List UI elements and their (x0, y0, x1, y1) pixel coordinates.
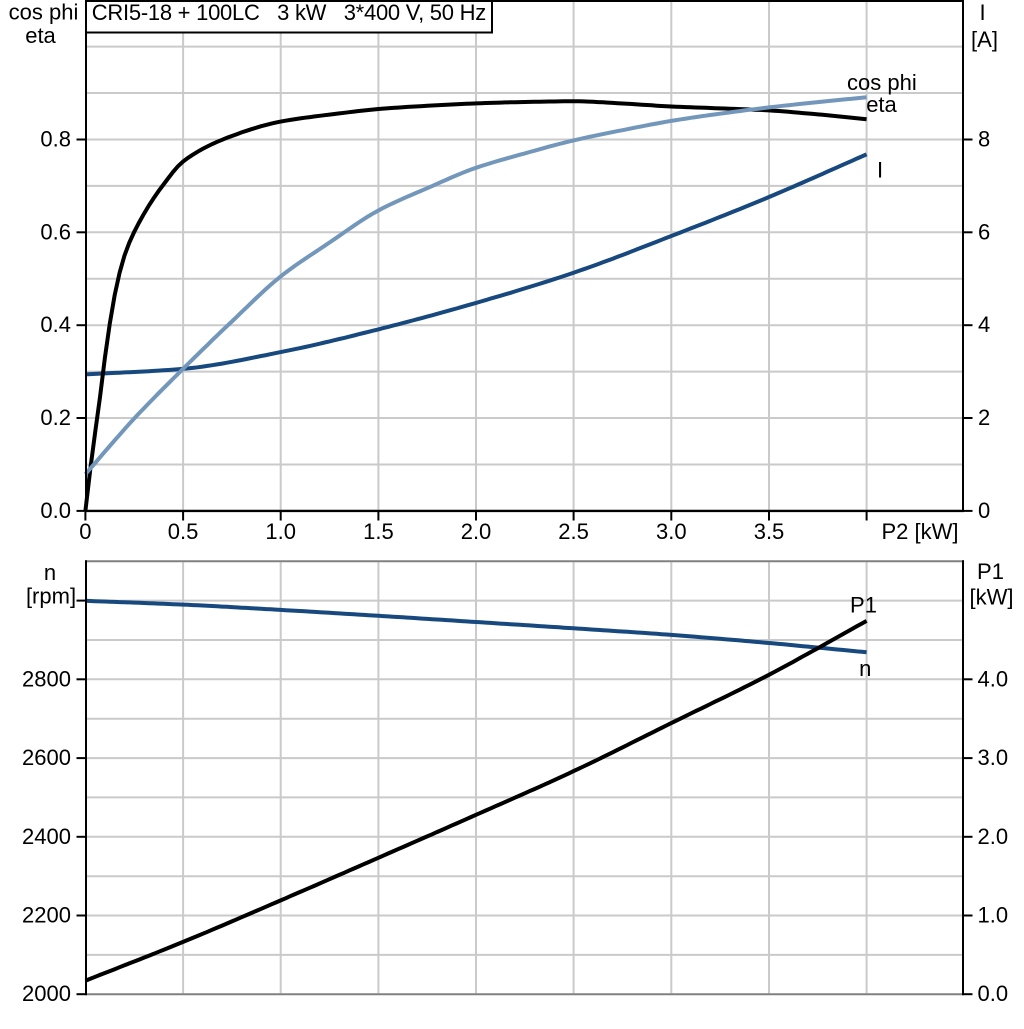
svg-text:2.0: 2.0 (461, 519, 492, 544)
svg-text:3.5: 3.5 (754, 519, 785, 544)
svg-text:[A]: [A] (971, 27, 998, 52)
svg-text:I: I (877, 158, 883, 183)
svg-text:6: 6 (978, 219, 990, 244)
svg-text:eta: eta (866, 92, 897, 117)
svg-text:cos phi: cos phi (9, 0, 79, 25)
svg-text:1.0: 1.0 (265, 519, 296, 544)
svg-text:0.4: 0.4 (40, 312, 71, 337)
svg-text:8: 8 (978, 127, 990, 152)
svg-text:1.5: 1.5 (363, 519, 394, 544)
svg-text:2.5: 2.5 (558, 519, 589, 544)
svg-text:2400: 2400 (22, 824, 71, 849)
svg-text:CRI5-18 + 100LC 3 kW 3*400: CRI5-18 + 100LC 3 kW 3*400 V, 50 Hz (92, 0, 486, 25)
svg-text:eta: eta (25, 23, 56, 48)
svg-text:[rpm]: [rpm] (26, 584, 76, 609)
svg-text:0.5: 0.5 (168, 519, 199, 544)
svg-text:4.0: 4.0 (978, 666, 1009, 691)
svg-text:0.0: 0.0 (978, 981, 1009, 1006)
svg-text:2800: 2800 (22, 666, 71, 691)
svg-text:2: 2 (978, 405, 990, 430)
svg-text:2000: 2000 (22, 981, 71, 1006)
svg-text:n: n (44, 560, 56, 585)
svg-text:0: 0 (978, 498, 990, 523)
svg-text:P2 [kW]: P2 [kW] (882, 519, 959, 544)
svg-text:0.8: 0.8 (40, 127, 71, 152)
svg-text:0.0: 0.0 (40, 498, 71, 523)
svg-text:0: 0 (79, 519, 91, 544)
svg-text:P1: P1 (977, 559, 1004, 584)
svg-text:[kW]: [kW] (970, 585, 1014, 610)
svg-text:n: n (859, 656, 871, 681)
svg-text:2.0: 2.0 (978, 824, 1009, 849)
svg-text:3.0: 3.0 (978, 745, 1009, 770)
svg-text:0.2: 0.2 (40, 405, 71, 430)
svg-text:I: I (979, 0, 985, 25)
svg-text:3.0: 3.0 (656, 519, 687, 544)
svg-text:P1: P1 (850, 593, 877, 618)
svg-text:0.6: 0.6 (40, 219, 71, 244)
svg-text:4: 4 (978, 312, 990, 337)
svg-text:cos phi: cos phi (847, 70, 917, 95)
svg-text:2200: 2200 (22, 903, 71, 928)
svg-text:1.0: 1.0 (978, 903, 1009, 928)
svg-text:2600: 2600 (22, 745, 71, 770)
